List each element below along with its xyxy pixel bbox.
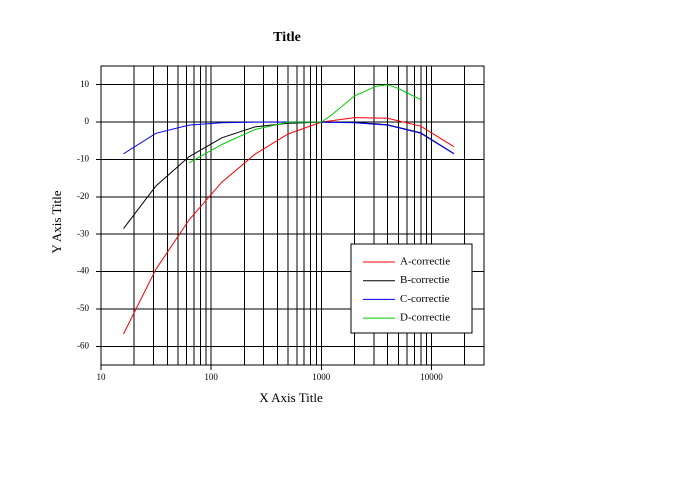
x-tick-label: 1000	[312, 372, 331, 382]
legend-label: B-correctie	[400, 274, 450, 286]
y-tick-label: -10	[77, 154, 89, 164]
y-tick-label: -60	[77, 340, 89, 350]
x-tick-label: 10	[97, 372, 107, 382]
y-tick-label: -40	[77, 266, 89, 276]
y-axis-title: Y Axis Title	[49, 190, 64, 253]
y-tick-label: 0	[85, 116, 90, 126]
y-tick-label: -50	[77, 303, 89, 313]
series-line	[188, 84, 422, 164]
legend-label: C-correctie	[400, 293, 450, 305]
x-tick-label: 100	[204, 372, 218, 382]
x-tick-label: 10000	[420, 372, 443, 382]
series-line	[123, 117, 455, 335]
plot-frame	[100, 65, 485, 366]
chart-title: Title	[273, 30, 301, 45]
y-tick-label: -30	[77, 228, 89, 238]
legend-label: D-correctie	[400, 312, 450, 324]
series-line	[123, 121, 455, 155]
series-line	[123, 121, 455, 229]
legend-label: A-correctie	[400, 256, 450, 268]
y-tick-label: -20	[77, 191, 89, 201]
y-tick-label: 10	[80, 79, 90, 89]
x-axis-title: X Axis Title	[259, 390, 323, 405]
